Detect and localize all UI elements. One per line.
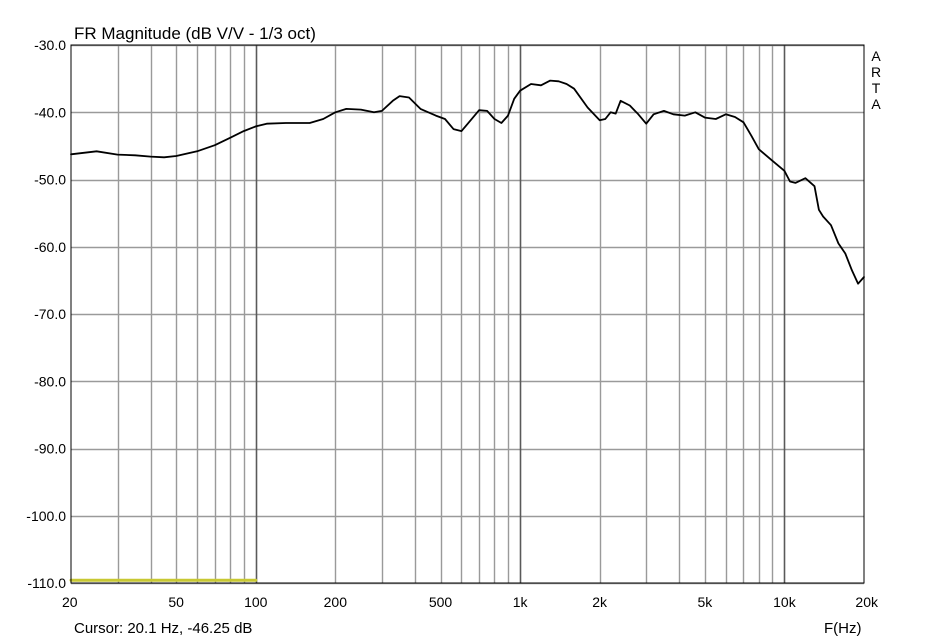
y-tick-label: -110.0 [27, 575, 66, 591]
x-tick-label: 1k [513, 594, 529, 610]
x-tick-label: 10k [773, 594, 797, 610]
watermark-letter: A [871, 48, 881, 64]
x-tick-label: 20k [855, 594, 879, 610]
watermark-letter: A [871, 96, 881, 112]
cursor-readout: Cursor: 20.1 Hz, -46.25 dB [74, 620, 252, 637]
y-tick-label: -80.0 [34, 373, 66, 389]
x-tick-label: 20 [62, 594, 78, 610]
series-layer [69, 79, 865, 582]
x-tick-label: 500 [429, 594, 453, 610]
response-curve [70, 79, 865, 285]
x-tick-label: 200 [324, 594, 348, 610]
chart-title: FR Magnitude (dB V/V - 1/3 oct) [74, 24, 316, 43]
plot-area-frame [70, 44, 865, 584]
watermark-letter: T [872, 80, 881, 96]
y-axis-tick-labels: -30.0 -40.0 -50.0 -60.0 -70.0 -80.0 -90.0 -100.… [26, 37, 66, 591]
x-tick-label: 5k [697, 594, 713, 610]
y-tick-label: -40.0 [34, 104, 66, 120]
x-axis-label: F(Hz) [824, 620, 862, 637]
x-tick-label: 50 [168, 594, 184, 610]
y-tick-label: -90.0 [34, 441, 66, 457]
grid-lines [71, 44, 864, 585]
x-axis-tick-labels: 20 50 100 200 500 1k 2k 5k 10k 20k [62, 594, 879, 610]
y-tick-label: -30.0 [34, 37, 66, 53]
y-tick-label: -100.0 [26, 508, 66, 524]
y-tick-label: -60.0 [34, 239, 66, 255]
y-tick-label: -70.0 [34, 306, 66, 322]
watermark-letter: R [871, 64, 881, 80]
x-tick-label: 2k [592, 594, 608, 610]
y-tick-label: -50.0 [34, 172, 66, 188]
x-tick-label: 100 [244, 594, 268, 610]
